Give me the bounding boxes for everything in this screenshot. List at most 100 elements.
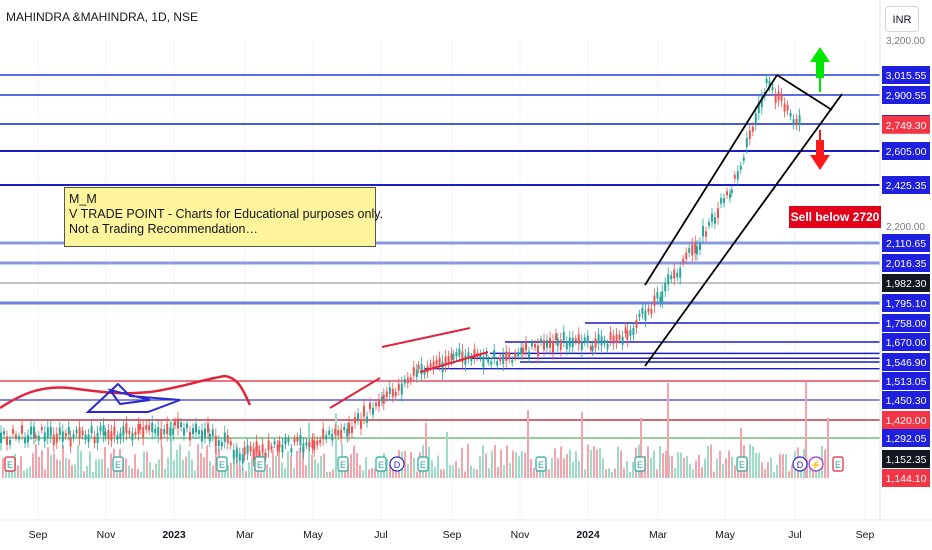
- earnings-marker-label: E: [257, 460, 263, 470]
- sell-signal-label: Sell below 2720: [789, 206, 881, 228]
- volume-spike: [640, 418, 642, 478]
- price-level-badge: [882, 294, 930, 312]
- channel-upper: [644, 74, 778, 286]
- volume-spike: [667, 383, 669, 478]
- trend-segment: [381, 327, 471, 348]
- price-level-badge: [882, 66, 930, 84]
- price-level-label: 1,420.00: [886, 415, 927, 427]
- earnings-marker: [634, 456, 646, 472]
- price-level-label: 1,670.00: [886, 337, 927, 349]
- earnings-marker-label: E: [420, 460, 426, 470]
- split-marker: [808, 456, 824, 472]
- up-arrow: [810, 47, 830, 78]
- price-level-label: 2,749.30: [886, 120, 927, 132]
- price-level-label: 2,605.00: [886, 146, 927, 158]
- dividend-marker-label: D: [394, 460, 401, 470]
- price-level-label: 2,016.35: [886, 258, 927, 270]
- earnings-marker-label: E: [739, 460, 745, 470]
- volume-spike: [805, 382, 807, 478]
- price-level-label: 1,450.30: [886, 395, 927, 407]
- time-tick-label: 2023: [162, 529, 186, 541]
- price-level-label: 1,982.30: [886, 278, 927, 290]
- earnings-marker: [337, 456, 349, 472]
- time-axis-bg: [0, 520, 932, 550]
- price-level-badge: [882, 469, 930, 487]
- earnings-marker: [112, 456, 124, 472]
- down-arrow: [810, 140, 830, 170]
- dividend-marker-label: D: [797, 460, 804, 470]
- earnings-marker-label: E: [637, 460, 643, 470]
- price-level-badge: [882, 176, 930, 194]
- time-tick-label: May: [715, 529, 736, 541]
- price-level-badge: [882, 450, 930, 468]
- earnings-marker-label: E: [115, 460, 121, 470]
- volume-spike: [740, 428, 742, 478]
- earnings-marker-label: E: [340, 460, 346, 470]
- time-tick-label: 2024: [576, 529, 600, 541]
- earnings-marker: [375, 456, 387, 472]
- axis-tick-label: 3,200.00: [886, 36, 925, 47]
- price-level-label: 1,546.90: [886, 357, 927, 369]
- wedge-top: [776, 74, 833, 111]
- time-tick-label: Jul: [374, 529, 387, 541]
- trend-segment: [419, 351, 489, 373]
- price-level-label: 2,900.55: [886, 90, 927, 102]
- earnings-marker-label: E: [7, 460, 13, 470]
- price-level-badge: [882, 391, 930, 409]
- time-tick-label: Mar: [649, 529, 668, 541]
- triangle-pattern: [85, 382, 181, 413]
- grid-lines: [37, 40, 866, 520]
- price-level-badge: [882, 429, 930, 447]
- note-line-2: V TRADE POINT - Charts for Educational p…: [69, 207, 384, 221]
- price-level-badge: [882, 142, 930, 160]
- price-level-label: 1,795.10: [886, 298, 927, 310]
- price-level-label: 1,152.35: [886, 454, 927, 466]
- earnings-marker: [254, 456, 266, 472]
- price-level-badge: [882, 86, 930, 104]
- triangle-pattern-inner: [107, 388, 151, 406]
- time-tick-label: May: [303, 529, 324, 541]
- price-level-label: 1,292.05: [886, 433, 927, 445]
- earnings-marker: [417, 456, 429, 472]
- time-tick-label: Nov: [97, 529, 116, 541]
- arc-pattern: [0, 374, 252, 410]
- price-level-badge: [882, 234, 930, 252]
- earnings-marker-label: E: [538, 460, 544, 470]
- price-level-label: 1,144.10: [886, 473, 927, 485]
- earnings-marker: [736, 456, 748, 472]
- currency-button[interactable]: INR: [885, 6, 919, 32]
- educational-note-box: M_M V TRADE POINT - Charts for Education…: [64, 187, 384, 247]
- price-level-badge: [882, 333, 930, 351]
- channel-lower: [644, 93, 843, 367]
- price-level-badge: [882, 274, 930, 292]
- split-marker-icon: ⚡: [810, 459, 821, 471]
- time-tick-label: Jul: [788, 529, 801, 541]
- earnings-marker: [4, 456, 16, 472]
- dividend-marker: [389, 456, 405, 472]
- price-level-badge: [882, 353, 930, 371]
- time-tick-label: Sep: [29, 529, 48, 541]
- symbol-title: MAHINDRA &MAHINDRA, 1D, NSE: [6, 10, 199, 24]
- earnings-marker-label: E: [219, 460, 225, 470]
- note-line-3: Not a Trading Recommendation…: [69, 222, 258, 236]
- candles: [0, 74, 801, 470]
- price-level-badge: [882, 115, 930, 134]
- earnings-marker: [535, 456, 547, 472]
- price-level-badge: [882, 372, 930, 390]
- price-level-badge: [882, 411, 930, 429]
- dividend-marker: [792, 456, 808, 472]
- price-level-badge: [882, 314, 930, 332]
- price-level-badge: [882, 254, 930, 272]
- earnings-marker-label: E: [835, 460, 841, 470]
- price-level-label: 1,513.05: [886, 376, 927, 388]
- volume-spike: [425, 423, 427, 478]
- time-tick-label: Mar: [236, 529, 255, 541]
- earnings-marker: [832, 456, 844, 472]
- earnings-marker: [216, 456, 228, 472]
- note-line-1: M_M: [69, 192, 97, 206]
- price-level-label: 2,425.35: [886, 180, 927, 192]
- price-level-label: 3,015.55: [886, 70, 927, 82]
- axis-tick-label: 2,200.00: [886, 222, 925, 233]
- time-tick-label: Sep: [443, 529, 462, 541]
